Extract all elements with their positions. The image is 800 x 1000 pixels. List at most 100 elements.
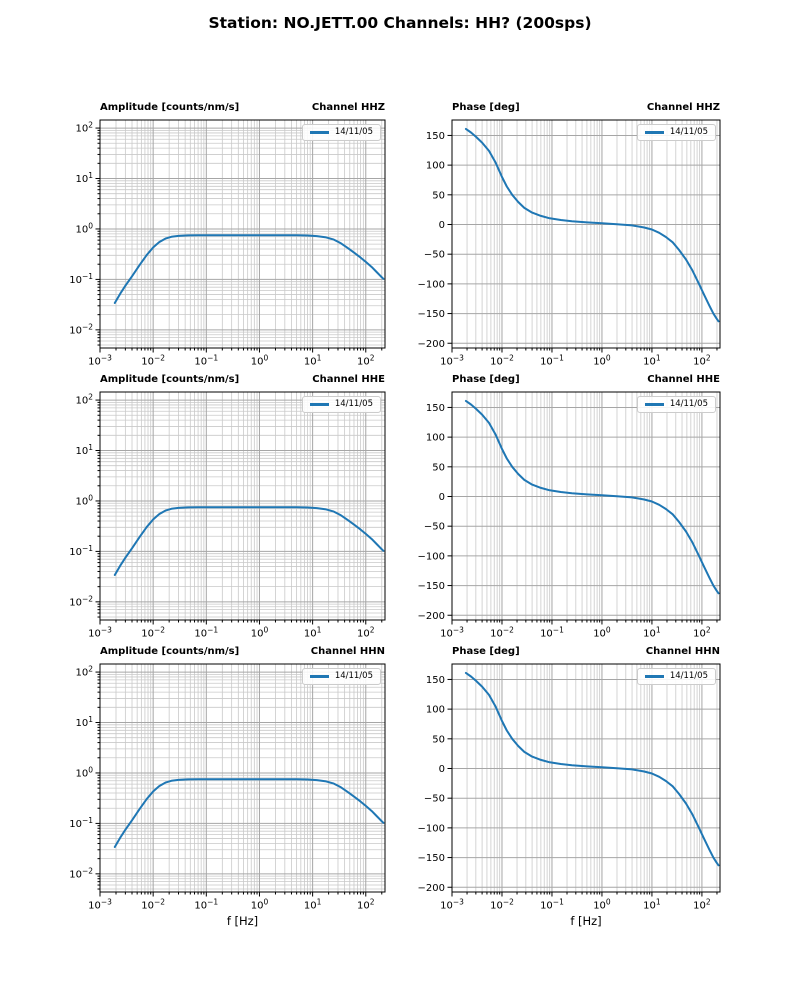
- svg-text:−50: −50: [424, 250, 445, 261]
- svg-text:102: 102: [75, 393, 93, 407]
- svg-text:100: 100: [426, 433, 445, 444]
- axis-title-channel-hhe: Channel HHE: [312, 374, 385, 385]
- svg-text:10−3: 10−3: [88, 626, 112, 640]
- axis-title-channel-hhn: Channel HHN: [645, 646, 720, 657]
- svg-text:10−1: 10−1: [540, 898, 564, 912]
- axis-title-channel-hhz: Channel HHZ: [311, 102, 385, 113]
- svg-text:101: 101: [75, 715, 93, 729]
- legend-label: 14/11/05: [669, 127, 708, 137]
- svg-text:−50: −50: [424, 522, 445, 533]
- svg-text:100: 100: [593, 898, 611, 912]
- x-axis-label: f [Hz]: [570, 914, 602, 928]
- svg-text:100: 100: [251, 626, 269, 640]
- svg-text:150: 150: [426, 403, 445, 414]
- legend: 14/11/05: [636, 124, 716, 141]
- subplot-phase-hhn: Phase [deg] Channel HHN 10−3 10−2 10−1 100 1…: [390, 644, 735, 964]
- legend-label: 14/11/05: [334, 671, 373, 681]
- svg-text:−100: −100: [418, 823, 445, 834]
- legend: 14/11/05: [636, 396, 716, 413]
- axis-title-amplitude: Amplitude [counts/nm/s]: [100, 374, 240, 385]
- svg-text:10−1: 10−1: [194, 354, 218, 368]
- svg-text:10−1: 10−1: [69, 272, 93, 286]
- legend: 14/11/05: [636, 668, 716, 685]
- legend: 14/11/05: [301, 396, 381, 413]
- svg-text:10−2: 10−2: [69, 322, 93, 336]
- subplot-phase-hhz: Phase [deg] Channel HHZ 10−3 10−2 10−1 100 1…: [390, 100, 735, 420]
- svg-text:50: 50: [432, 190, 445, 201]
- svg-text:101: 101: [75, 171, 93, 185]
- subplot-amplitude-hhn: Amplitude [counts/nm/s] Channel HHN 10−3…: [55, 644, 400, 964]
- svg-text:102: 102: [693, 626, 711, 640]
- svg-text:−200: −200: [418, 611, 445, 622]
- svg-text:10−1: 10−1: [540, 626, 564, 640]
- svg-text:101: 101: [643, 354, 661, 368]
- legend: 14/11/05: [301, 668, 381, 685]
- svg-text:−200: −200: [418, 883, 445, 894]
- svg-text:102: 102: [357, 626, 375, 640]
- svg-text:102: 102: [357, 898, 375, 912]
- axis-title-channel-hhz: Channel HHZ: [646, 102, 720, 113]
- svg-text:−150: −150: [418, 581, 445, 592]
- svg-text:10−1: 10−1: [69, 544, 93, 558]
- svg-text:10−2: 10−2: [141, 898, 165, 912]
- svg-text:100: 100: [426, 161, 445, 172]
- legend-line-swatch: [644, 131, 664, 134]
- amplitude-plot-hhn: 10−3 10−2 10−1 100 101 102 102 101 100 10−1 10−2: [69, 663, 386, 912]
- svg-text:10−2: 10−2: [69, 594, 93, 608]
- svg-text:10−3: 10−3: [440, 898, 464, 912]
- svg-text:102: 102: [75, 121, 93, 135]
- svg-text:100: 100: [251, 898, 269, 912]
- svg-text:10−3: 10−3: [88, 354, 112, 368]
- svg-text:100: 100: [75, 765, 93, 779]
- phase-plot-hhe: 10−3 10−2 10−1 100 101 102 150 100 50 0 −50 −100 −15…: [418, 391, 721, 640]
- svg-text:50: 50: [432, 462, 445, 473]
- legend-label: 14/11/05: [334, 399, 373, 409]
- subplot-amplitude-hhz: Amplitude [counts/nm/s] Channel HHZ 10−3…: [55, 100, 400, 420]
- svg-text:102: 102: [357, 354, 375, 368]
- legend-label: 14/11/05: [669, 399, 708, 409]
- axis-title-phase: Phase [deg]: [452, 646, 520, 657]
- svg-text:102: 102: [693, 354, 711, 368]
- legend-label: 14/11/05: [334, 127, 373, 137]
- svg-text:100: 100: [426, 705, 445, 716]
- legend-line-swatch: [309, 403, 329, 406]
- svg-text:10−2: 10−2: [141, 626, 165, 640]
- svg-text:−100: −100: [418, 279, 445, 290]
- svg-text:100: 100: [593, 354, 611, 368]
- svg-text:10−1: 10−1: [540, 354, 564, 368]
- svg-text:100: 100: [75, 493, 93, 507]
- subplot-amplitude-hhe: Amplitude [counts/nm/s] Channel HHE 10−3…: [55, 372, 400, 692]
- svg-text:0: 0: [439, 220, 445, 231]
- svg-text:10−2: 10−2: [141, 354, 165, 368]
- svg-text:50: 50: [432, 734, 445, 745]
- axis-title-phase: Phase [deg]: [452, 374, 520, 385]
- svg-text:100: 100: [75, 221, 93, 235]
- svg-text:10−2: 10−2: [490, 354, 514, 368]
- amplitude-plot-hhe: 10−3 10−2 10−1 100 101 102 102 101 100 10−1 10−2: [69, 391, 386, 640]
- svg-text:−100: −100: [418, 551, 445, 562]
- svg-text:101: 101: [75, 443, 93, 457]
- legend-line-swatch: [309, 131, 329, 134]
- axis-title-channel-hhn: Channel HHN: [310, 646, 385, 657]
- svg-text:150: 150: [426, 675, 445, 686]
- svg-text:10−1: 10−1: [69, 816, 93, 830]
- svg-text:101: 101: [304, 354, 322, 368]
- amplitude-plot-hhz: 10−3 10−2 10−1 100 101 102 102 101 100 10−1 10−2: [69, 119, 386, 368]
- svg-text:100: 100: [251, 354, 269, 368]
- svg-text:10−3: 10−3: [440, 354, 464, 368]
- svg-text:101: 101: [643, 626, 661, 640]
- svg-text:10−2: 10−2: [490, 626, 514, 640]
- legend-line-swatch: [309, 675, 329, 678]
- legend-line-swatch: [644, 675, 664, 678]
- axis-title-amplitude: Amplitude [counts/nm/s]: [100, 102, 240, 113]
- subplot-phase-hhe: Phase [deg] Channel HHE 10−3 10−2 10−1 100 1…: [390, 372, 735, 692]
- svg-text:101: 101: [304, 898, 322, 912]
- svg-text:0: 0: [439, 492, 445, 503]
- svg-text:−150: −150: [418, 853, 445, 864]
- svg-text:10−1: 10−1: [194, 626, 218, 640]
- svg-text:100: 100: [593, 626, 611, 640]
- figure-title: Station: NO.JETT.00 Channels: HH? (200sp…: [208, 14, 592, 32]
- svg-text:10−3: 10−3: [440, 626, 464, 640]
- x-axis-label: f [Hz]: [226, 914, 259, 928]
